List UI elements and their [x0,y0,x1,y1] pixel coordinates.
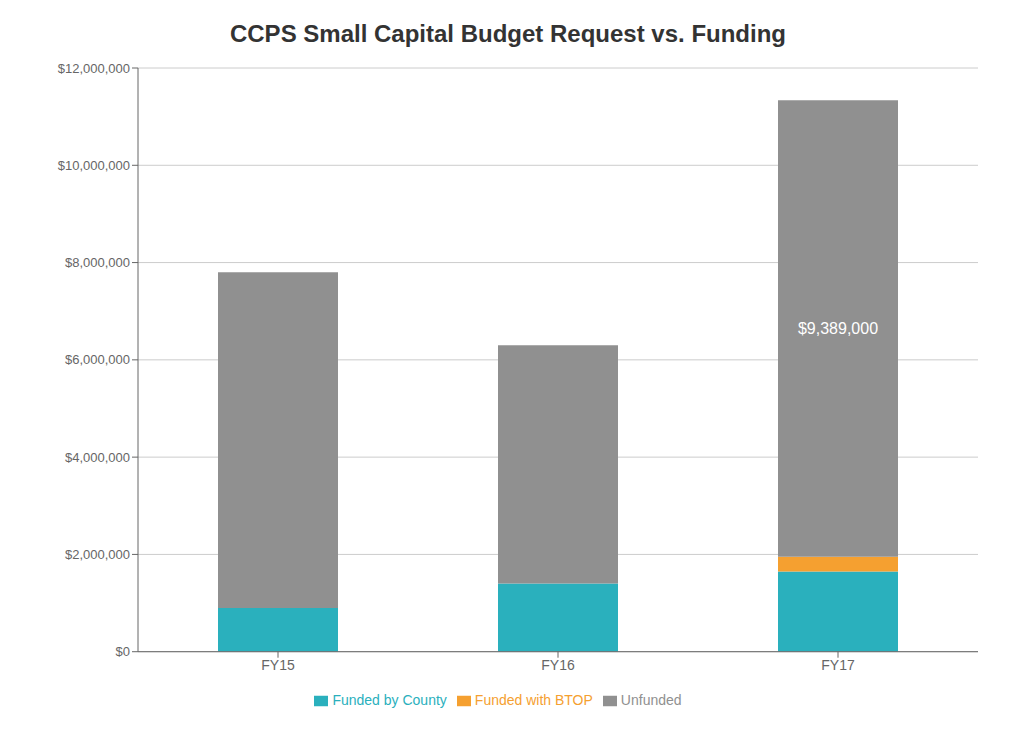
html-text:Unfunded: Unfunded [620,691,682,708]
svg-text:$12,000,000: $12,000,000 [58,61,130,76]
html-text:Funded with BTOP: Funded with BTOP [474,691,593,708]
svg-text:$2,000,000: $2,000,000 [65,547,130,562]
svg-text:$8,000,000: $8,000,000 [65,255,130,270]
svg-text:FY16: FY16 [541,657,575,673]
html-text:CCPS Small Capital Budget Requ: CCPS Small Capital Budget Request vs. Fu… [230,20,786,47]
html-text:Funded by County: Funded by County [332,691,447,708]
svg-text:FY17: FY17 [821,657,855,673]
svg-text:$10,000,000: $10,000,000 [58,158,130,173]
svg-text:$4,000,000: $4,000,000 [65,450,130,465]
svg-text:FY15: FY15 [261,657,295,673]
svg-text:$9,389,000: $9,389,000 [798,320,878,337]
svg-text:$6,000,000: $6,000,000 [65,352,130,367]
svg-text:$0: $0 [116,644,130,659]
